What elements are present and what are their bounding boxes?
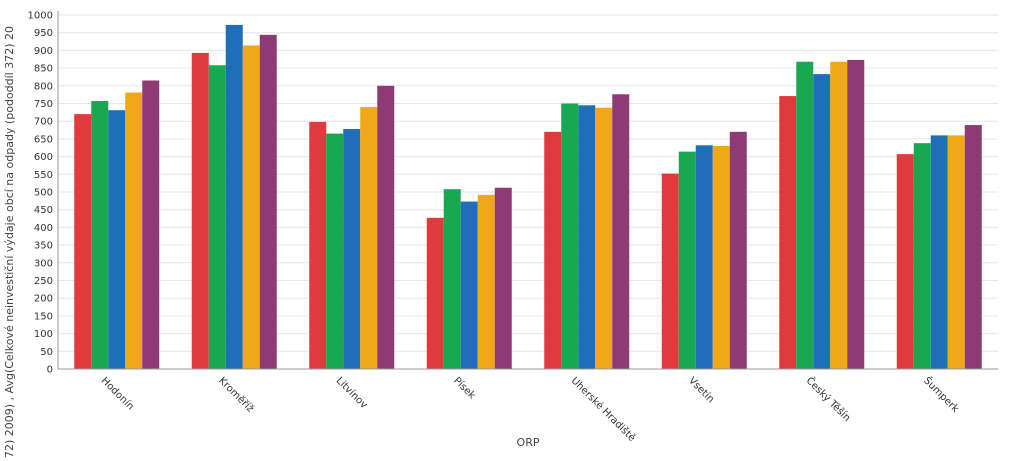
bar [830,61,848,370]
y-tick-label: 1000 [28,11,53,22]
bar [443,189,461,369]
y-tick-label: 300 [34,258,53,269]
y-tick-label: 600 [34,152,53,163]
bar [544,131,562,369]
bar [142,80,160,370]
y-tick-label: 250 [34,276,53,287]
bar [426,217,444,369]
y-tick-label: 100 [34,329,53,340]
x-category-label: Šumperk [921,374,962,415]
x-category-label: Český Těšín [804,374,854,424]
bar [225,24,243,370]
y-tick-label: 0 [47,365,53,376]
y-tick-label: 800 [34,81,53,92]
bar [896,154,914,369]
bar [779,96,797,369]
bar [477,194,495,369]
x-axis-categories: Hodonín Kroměříž Litvínov Písek Uherské Hrad… [99,374,963,444]
y-tick-label: 150 [34,311,53,322]
bar [712,145,730,369]
bar [74,114,92,370]
bar [813,74,831,370]
bar [729,131,747,369]
y-tick-label: 750 [34,99,53,110]
bar [930,135,948,369]
bar [561,103,579,369]
y-tick-label: 50 [40,347,53,358]
x-category-label: Hodonín [99,375,137,413]
bar [242,45,260,369]
bar [494,187,512,369]
bars [74,24,982,370]
bar [695,145,713,369]
bar [125,92,143,369]
bar [913,143,931,369]
bar [847,59,865,369]
y-axis-title: 72) 2009) , Avg(Celkové neinvestiční výd… [3,26,16,458]
x-category-label: Litvínov [334,375,370,411]
y-tick-label: 500 [34,188,53,199]
x-category-label: Kroměříž [216,375,256,415]
bar [91,101,109,369]
y-tick-label: 400 [34,223,53,234]
bar [661,173,679,369]
bar [964,125,982,370]
y-tick-label: 550 [34,170,53,181]
bar [678,151,696,369]
bar [191,52,209,370]
bar [460,201,478,369]
bar [595,107,613,370]
bar [947,135,965,369]
bar [796,61,814,370]
x-category-label: Uherské Hradiště [569,375,638,444]
bar [259,34,277,369]
bar [326,133,344,369]
bar [309,121,327,370]
x-category-label: Písek [451,375,478,402]
x-axis-title: ORP [517,436,540,449]
bar [360,107,378,369]
bar [612,94,630,370]
y-tick-label: 950 [34,28,53,39]
y-tick-label: 900 [34,46,53,57]
bar [208,65,226,369]
y-tick-label: 700 [34,117,53,128]
bar [108,110,126,369]
y-axis-ticks: 0 50 100 150 200 250 300 350 400 450 500 550 600 650 7… [28,11,53,376]
y-tick-label: 850 [34,64,53,75]
y-tick-label: 200 [34,294,53,305]
y-tick-label: 450 [34,205,53,216]
x-category-label: Vsetín [686,375,717,406]
y-tick-label: 350 [34,241,53,252]
y-tick-label: 650 [34,134,53,145]
bar [343,128,361,369]
bar [377,85,395,370]
bar [578,105,596,370]
